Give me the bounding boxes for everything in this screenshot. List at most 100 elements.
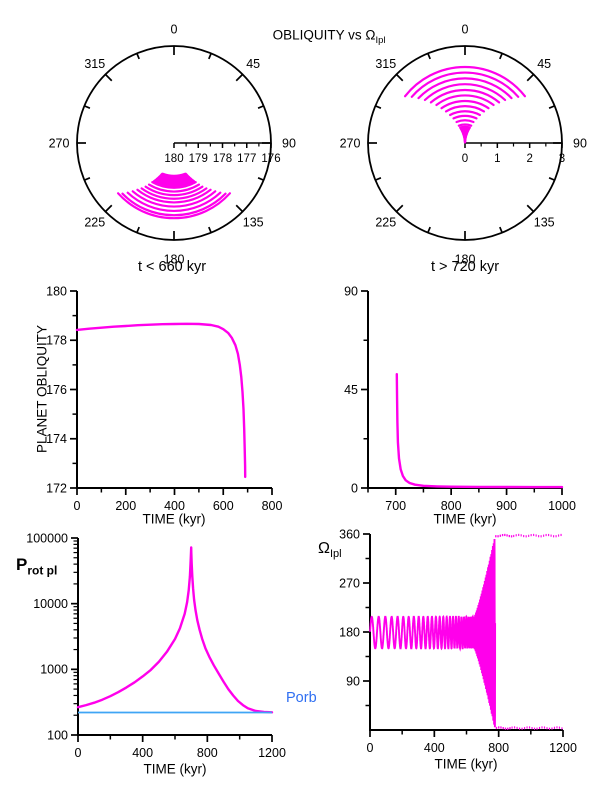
prot-subscript: rot pl <box>27 563 58 578</box>
tick-label: 3 <box>559 153 565 165</box>
tick-label: 1200 <box>549 741 577 755</box>
tick-label: 700 <box>385 499 406 513</box>
trajectory-arc <box>131 190 217 208</box>
polar-left-panel: 0 45 90 135 180 225 270 315 180 179 178 177 176 <box>49 22 296 266</box>
caption-left-polar: t < 660 kyr <box>137 258 207 275</box>
tick-label: 45 <box>537 57 551 71</box>
tick-label: 45 <box>344 383 358 397</box>
trajectory-arc <box>152 180 196 189</box>
tick-label: 0 <box>367 741 374 755</box>
tick-label: 180 <box>455 252 476 266</box>
trajectory-arc <box>136 188 212 204</box>
data-curve <box>395 373 564 489</box>
tick-label: 0 <box>462 153 468 165</box>
tick-label: 270 <box>339 576 360 590</box>
obliquity-late-panel: 700 800 900 1000 0 45 90 <box>344 284 576 513</box>
tick-label: 0 <box>171 22 178 36</box>
trajectory-arc <box>117 192 231 220</box>
tick-label: 0 <box>74 499 81 513</box>
tick-label: 225 <box>375 216 396 230</box>
tick-label: 100 <box>47 728 68 742</box>
tick-label: 1000 <box>40 663 68 677</box>
tick-label: 800 <box>197 746 218 760</box>
tick-label: 2 <box>526 153 532 165</box>
trajectory-arc <box>444 105 486 113</box>
omega-subscript: Ipl <box>375 35 386 47</box>
planet-obliquity-panel: 0 200 400 600 800 172 174 176 178 180 <box>46 284 282 513</box>
xlabel-time-obliquity-late: TIME (kyr) <box>433 511 497 527</box>
omega-symbol: Ω <box>365 27 376 43</box>
tick-label: 180 <box>164 153 183 165</box>
tick-label: 200 <box>115 499 136 513</box>
tick-label: 0 <box>462 22 469 36</box>
tick-label: 180 <box>164 252 185 266</box>
tick-label: 10000 <box>33 597 68 611</box>
trajectory-arc <box>121 192 227 217</box>
tick-label: 90 <box>346 674 360 688</box>
omega-subscript-axis: Ipl <box>329 548 342 561</box>
tick-label: 0 <box>351 481 358 495</box>
trajectory-arc <box>410 71 520 98</box>
xlabel-time-obliquity: TIME (kyr) <box>142 511 206 527</box>
tick-label: 174 <box>46 432 67 446</box>
tick-label: 176 <box>46 383 67 397</box>
prot-panel: 0 400 800 1200 100 1000 10000 100000 <box>26 531 286 760</box>
tick-label: 90 <box>282 136 296 150</box>
data-curve <box>76 546 274 714</box>
tick-label: 1 <box>494 153 500 165</box>
tick-label: 100000 <box>26 531 68 545</box>
tick-label: 270 <box>340 136 361 150</box>
oscillation-curve <box>369 538 497 728</box>
tick-label: 135 <box>534 216 555 230</box>
tick-label: 400 <box>164 499 185 513</box>
trajectory-arc <box>151 181 197 189</box>
trajectory-arc <box>140 187 208 200</box>
tick-label: 400 <box>132 746 153 760</box>
caption-right-polar: t > 720 kyr <box>430 258 500 275</box>
tick-label: 800 <box>262 499 283 513</box>
tick-label: 45 <box>246 57 260 71</box>
tick-label: 600 <box>213 499 234 513</box>
xlabel-time-omega: TIME (kyr) <box>434 756 498 772</box>
tick-label: 800 <box>441 499 462 513</box>
tick-label: 179 <box>189 153 208 165</box>
omega-time-panel: 0 400 800 1200 90 180 270 360 <box>339 527 577 755</box>
tick-label: 900 <box>496 499 517 513</box>
tick-label: 360 <box>339 527 360 541</box>
trajectory-arc <box>457 123 473 127</box>
prot-symbol: P <box>16 555 28 574</box>
tick-label: 177 <box>237 153 256 165</box>
tick-label: 178 <box>213 153 232 165</box>
tick-label: 1000 <box>548 499 576 513</box>
trajectory-arc <box>404 65 526 98</box>
trajectory-arc <box>417 77 513 100</box>
tick-label: 315 <box>84 57 105 71</box>
tick-label: 800 <box>488 741 509 755</box>
trajectory-arc <box>429 88 501 104</box>
tick-label: 172 <box>46 481 67 495</box>
tick-label: 270 <box>49 136 70 150</box>
trajectory-arc <box>455 119 475 124</box>
tick-label: 90 <box>344 284 358 298</box>
trajectory-arc <box>435 94 495 107</box>
figure-title-text: OBLIQUITY vs <box>272 27 366 43</box>
tick-label: 180 <box>46 284 67 298</box>
tick-label: 90 <box>573 136 587 150</box>
tick-label: 180 <box>339 625 360 639</box>
tick-label: 176 <box>261 153 280 165</box>
tick-label: 0 <box>75 746 82 760</box>
tick-label: 400 <box>424 741 445 755</box>
ylabel-prot: Prot pl <box>16 556 57 576</box>
trajectory-arc <box>449 110 481 117</box>
tick-label: 135 <box>243 216 264 230</box>
trajectory-arc <box>144 185 204 197</box>
ylabel-planet-obliquity: PLANET OBLIQUITY <box>34 324 50 454</box>
polar-right-panel: 0 45 90 135 180 225 270 315 0 1 2 3 <box>340 22 587 266</box>
figure-title: OBLIQUITY vs ΩIpl <box>273 28 386 45</box>
omega-symbol-axis: Ω <box>318 540 330 557</box>
tick-label: 1200 <box>258 746 286 760</box>
tick-label: 315 <box>375 57 396 71</box>
trajectory-arc <box>126 191 222 212</box>
